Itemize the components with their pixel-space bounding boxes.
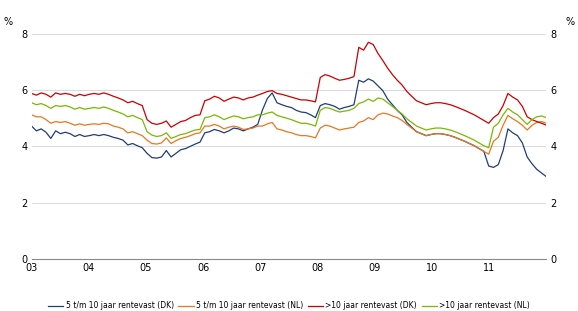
>10 jaar rentevast (DK): [273, 92, 280, 95]
5 t/m 10 jaar rentevast (NL): [490, 139, 497, 143]
>10 jaar rentevast (NL): [476, 141, 483, 145]
>10 jaar rentevast (DK): [365, 40, 372, 44]
5 t/m 10 jaar rentevast (DK): [110, 136, 117, 139]
5 t/m 10 jaar rentevast (NL): [379, 111, 386, 115]
5 t/m 10 jaar rentevast (DK): [442, 133, 449, 137]
5 t/m 10 jaar rentevast (NL): [476, 147, 483, 151]
5 t/m 10 jaar rentevast (NL): [485, 152, 492, 156]
>10 jaar rentevast (DK): [480, 118, 487, 122]
>10 jaar rentevast (NL): [81, 107, 88, 111]
5 t/m 10 jaar rentevast (NL): [269, 121, 276, 124]
5 t/m 10 jaar rentevast (DK): [365, 77, 372, 81]
5 t/m 10 jaar rentevast (DK): [28, 124, 35, 128]
5 t/m 10 jaar rentevast (NL): [543, 121, 550, 125]
5 t/m 10 jaar rentevast (DK): [476, 147, 483, 151]
Legend: 5 t/m 10 jaar rentevast (DK), 5 t/m 10 jaar rentevast (NL), >10 jaar rentevast (: 5 t/m 10 jaar rentevast (DK), 5 t/m 10 j…: [45, 298, 533, 311]
>10 jaar rentevast (NL): [375, 96, 381, 100]
>10 jaar rentevast (DK): [490, 116, 497, 119]
>10 jaar rentevast (DK): [543, 123, 550, 127]
Line: >10 jaar rentevast (NL): >10 jaar rentevast (NL): [32, 98, 546, 148]
Text: %: %: [566, 17, 575, 27]
5 t/m 10 jaar rentevast (DK): [81, 135, 88, 138]
5 t/m 10 jaar rentevast (NL): [442, 133, 449, 137]
Line: >10 jaar rentevast (DK): >10 jaar rentevast (DK): [32, 42, 546, 127]
>10 jaar rentevast (NL): [485, 146, 492, 150]
Line: 5 t/m 10 jaar rentevast (NL): 5 t/m 10 jaar rentevast (NL): [32, 113, 546, 154]
>10 jaar rentevast (DK): [110, 95, 117, 98]
5 t/m 10 jaar rentevast (DK): [269, 91, 276, 95]
5 t/m 10 jaar rentevast (DK): [538, 171, 545, 175]
>10 jaar rentevast (NL): [442, 127, 449, 131]
>10 jaar rentevast (NL): [28, 101, 35, 104]
5 t/m 10 jaar rentevast (NL): [110, 124, 117, 128]
>10 jaar rentevast (DK): [28, 92, 35, 95]
5 t/m 10 jaar rentevast (NL): [28, 113, 35, 117]
5 t/m 10 jaar rentevast (NL): [81, 123, 88, 127]
Line: 5 t/m 10 jaar rentevast (DK): 5 t/m 10 jaar rentevast (DK): [32, 79, 546, 177]
>10 jaar rentevast (DK): [168, 125, 175, 129]
>10 jaar rentevast (NL): [543, 116, 550, 119]
>10 jaar rentevast (DK): [447, 103, 454, 107]
>10 jaar rentevast (NL): [269, 110, 276, 114]
>10 jaar rentevast (NL): [490, 125, 497, 129]
Text: %: %: [3, 17, 12, 27]
>10 jaar rentevast (NL): [110, 109, 117, 112]
5 t/m 10 jaar rentevast (DK): [543, 175, 550, 179]
>10 jaar rentevast (DK): [81, 94, 88, 98]
